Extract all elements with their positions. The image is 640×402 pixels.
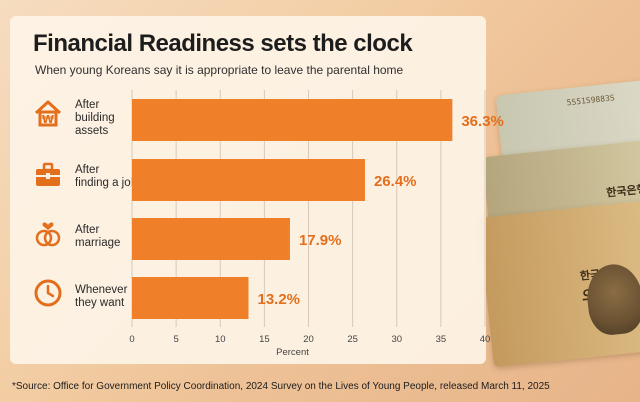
x-tick-label: 20	[303, 334, 314, 345]
x-tick-label: 5	[173, 334, 178, 345]
clock-icon	[34, 279, 62, 307]
category-label-building-assets: After building assets	[75, 99, 115, 137]
x-tick-label: 40	[480, 334, 491, 345]
bar	[132, 218, 290, 260]
wedding-rings-icon	[35, 222, 61, 247]
bar-value-label: 36.3%	[461, 113, 504, 130]
x-tick-label: 10	[215, 334, 226, 345]
x-axis-label: Percent	[276, 347, 309, 358]
bar	[132, 277, 249, 319]
chart-subtitle: When young Koreans say it is appropriate…	[35, 63, 404, 77]
bar	[132, 159, 365, 201]
category-label-marriage: After marriage	[75, 224, 121, 249]
source-note: *Source: Office for Government Policy Co…	[12, 381, 550, 392]
chart-title: Financial Readiness sets the clock	[33, 30, 413, 57]
bar-value-label: 17.9%	[299, 232, 342, 249]
x-tick-label: 35	[436, 334, 447, 345]
category-label-whenever: Whenever they want	[75, 284, 128, 309]
x-tick-label: 15	[259, 334, 270, 345]
bar-value-label: 26.4%	[374, 173, 417, 190]
x-tick-label: 25	[347, 334, 358, 345]
briefcase-icon	[36, 162, 60, 186]
bar-value-label: 13.2%	[257, 291, 300, 308]
bar	[132, 99, 453, 141]
x-tick-label: 0	[129, 334, 134, 345]
category-label-finding-a-job: After finding a job	[75, 164, 138, 189]
house-won-icon: ₩	[34, 100, 62, 127]
svg-text:₩: ₩	[42, 113, 54, 126]
x-tick-label: 30	[391, 334, 402, 345]
